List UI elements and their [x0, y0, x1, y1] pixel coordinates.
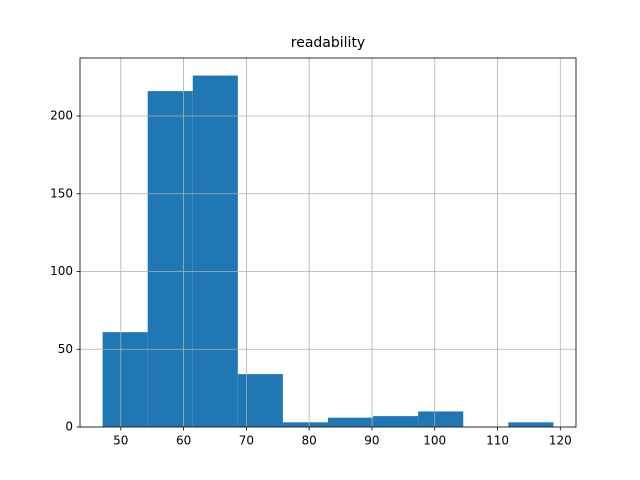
y-tick-label: 200 — [50, 109, 73, 123]
bar — [373, 416, 419, 427]
bar — [328, 417, 374, 427]
x-tick-label: 50 — [113, 434, 128, 448]
x-tick-label: 120 — [549, 434, 572, 448]
axes-frame — [79, 57, 577, 428]
bar — [192, 75, 238, 428]
bar — [282, 422, 328, 427]
y-tick-label: 150 — [50, 186, 73, 200]
x-tick-label: 110 — [486, 434, 509, 448]
bar — [237, 374, 283, 427]
bar — [508, 422, 554, 427]
x-tick-label: 60 — [176, 434, 191, 448]
x-tick-label: 90 — [364, 434, 379, 448]
x-tick-label: 100 — [423, 434, 446, 448]
x-tick-label: 80 — [302, 434, 317, 448]
bar — [418, 411, 464, 427]
bar — [147, 91, 193, 427]
bar — [102, 332, 148, 427]
y-tick-label: 50 — [58, 342, 73, 356]
y-tick-label: 0 — [65, 420, 73, 434]
x-tick-label: 70 — [239, 434, 254, 448]
y-tick-label: 100 — [50, 264, 73, 278]
chart-title: readability — [291, 35, 365, 51]
